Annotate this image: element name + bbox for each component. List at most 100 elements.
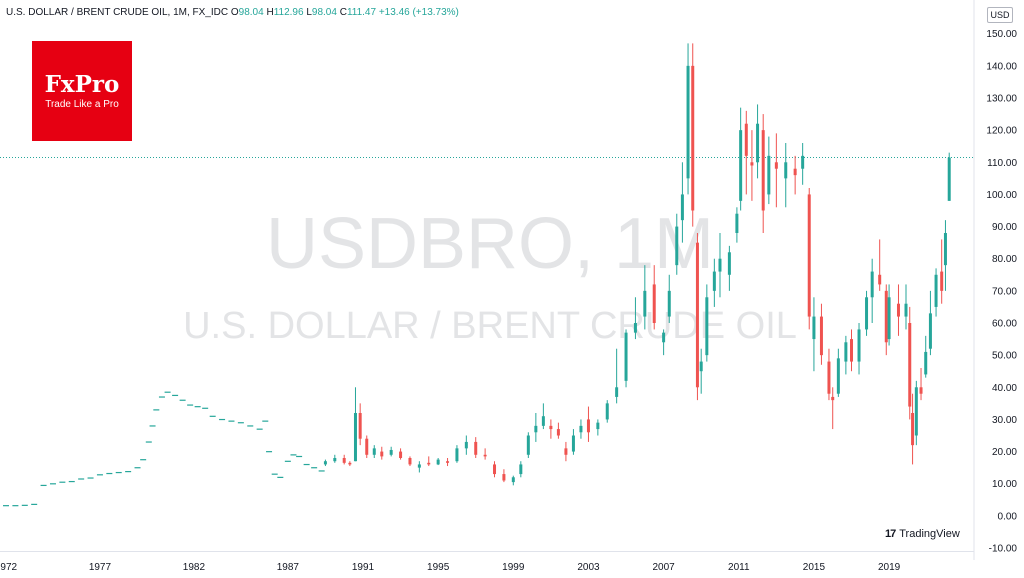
early-price-mark xyxy=(164,391,171,393)
early-price-mark xyxy=(106,472,113,475)
y-tick-label: 150.00 xyxy=(986,29,1017,40)
candle-body xyxy=(446,461,450,463)
candle xyxy=(353,387,357,462)
candle xyxy=(896,284,900,336)
candle-body xyxy=(380,451,384,457)
early-price-mark xyxy=(194,406,201,408)
watermark-symbol: USDBRO, 1M xyxy=(266,204,714,284)
early-price-mark xyxy=(256,428,263,430)
candle xyxy=(408,456,412,467)
candle xyxy=(812,297,816,372)
candle xyxy=(819,303,823,365)
candle xyxy=(774,133,778,208)
currency-badge[interactable]: USD xyxy=(987,7,1013,23)
candle xyxy=(831,387,835,430)
candle-body xyxy=(750,162,754,166)
candle-body xyxy=(652,284,656,323)
logo-text: FxPro xyxy=(44,71,120,98)
candle-body xyxy=(695,242,699,388)
candle-body xyxy=(408,458,412,465)
candle xyxy=(596,419,600,436)
early-price-mark xyxy=(115,471,122,474)
early-price-mark xyxy=(12,505,19,507)
candle xyxy=(662,329,666,356)
y-tick-label: 100.00 xyxy=(986,190,1017,201)
candle xyxy=(549,419,553,439)
candle-body xyxy=(896,303,900,317)
early-price-mark xyxy=(21,504,28,506)
candle xyxy=(695,233,699,401)
early-price-mark xyxy=(277,476,284,478)
high-label: H xyxy=(266,7,274,18)
early-price-mark xyxy=(149,425,156,427)
candle xyxy=(436,458,440,466)
candle-body xyxy=(878,274,882,285)
y-tick-label: 140.00 xyxy=(986,61,1017,72)
early-price-mark xyxy=(219,418,226,421)
candle xyxy=(686,43,690,195)
x-tick-label: 1987 xyxy=(277,562,300,573)
x-tick-label: 1977 xyxy=(89,562,112,573)
candle-body xyxy=(884,290,888,343)
early-price-mark xyxy=(31,503,38,505)
candle xyxy=(735,207,739,243)
x-tick-label: 1999 xyxy=(502,562,525,573)
candle-body xyxy=(844,342,848,362)
early-price-mark xyxy=(266,451,273,453)
candle xyxy=(380,446,384,460)
candle-body xyxy=(812,316,816,340)
candle xyxy=(934,268,938,317)
candle xyxy=(556,422,560,439)
candle xyxy=(850,329,854,372)
x-tick-label: 2007 xyxy=(652,562,675,573)
candle xyxy=(417,461,421,473)
candle-body xyxy=(662,332,666,343)
early-price-mark xyxy=(179,399,186,401)
candle-body xyxy=(827,361,831,394)
early-price-mark xyxy=(209,415,216,417)
symbol-title[interactable]: U.S. DOLLAR / BRENT CRUDE OIL, 1M, FX_ID… xyxy=(6,7,229,18)
candle xyxy=(914,380,918,446)
early-price-mark xyxy=(262,420,269,422)
candle xyxy=(579,419,583,439)
candle xyxy=(793,155,797,195)
candle-body xyxy=(928,313,932,349)
candle-body xyxy=(836,358,840,394)
logo-tagline: Trade Like a Pro xyxy=(45,99,119,110)
y-tick-label: 130.00 xyxy=(986,94,1017,105)
candle xyxy=(807,188,811,330)
candle xyxy=(342,454,346,465)
candle-body xyxy=(865,297,869,330)
candle xyxy=(744,110,748,195)
candle-body xyxy=(712,271,716,291)
candle-body xyxy=(605,403,609,420)
early-price-mark xyxy=(172,394,179,397)
y-tick-label: 120.00 xyxy=(986,126,1017,137)
candle-body xyxy=(464,441,468,449)
early-price-mark xyxy=(59,481,66,483)
candle-body xyxy=(615,387,619,397)
early-price-mark xyxy=(145,441,152,443)
watermark-description: U.S. DOLLAR / BRENT CRUDE OIL xyxy=(183,305,797,347)
early-price-mark xyxy=(134,467,141,469)
candle xyxy=(333,454,337,463)
candle-body xyxy=(908,323,912,407)
early-price-mark xyxy=(228,420,235,422)
early-price-mark xyxy=(68,480,75,483)
candle xyxy=(827,348,831,401)
low-label: L xyxy=(306,7,312,18)
candle-body xyxy=(739,130,743,201)
candle xyxy=(455,445,459,463)
early-price-mark xyxy=(303,463,310,466)
candle-body xyxy=(323,461,327,465)
tradingview-brand[interactable]: 17 TradingView xyxy=(885,528,960,540)
early-price-mark xyxy=(78,478,85,480)
high-value: 112.96 xyxy=(273,7,304,18)
chart-header: U.S. DOLLAR / BRENT CRUDE OIL, 1M, FX_ID… xyxy=(6,7,459,18)
candle-body xyxy=(519,464,523,475)
candle-body xyxy=(691,65,695,211)
candle xyxy=(857,323,861,375)
candle xyxy=(908,306,912,420)
